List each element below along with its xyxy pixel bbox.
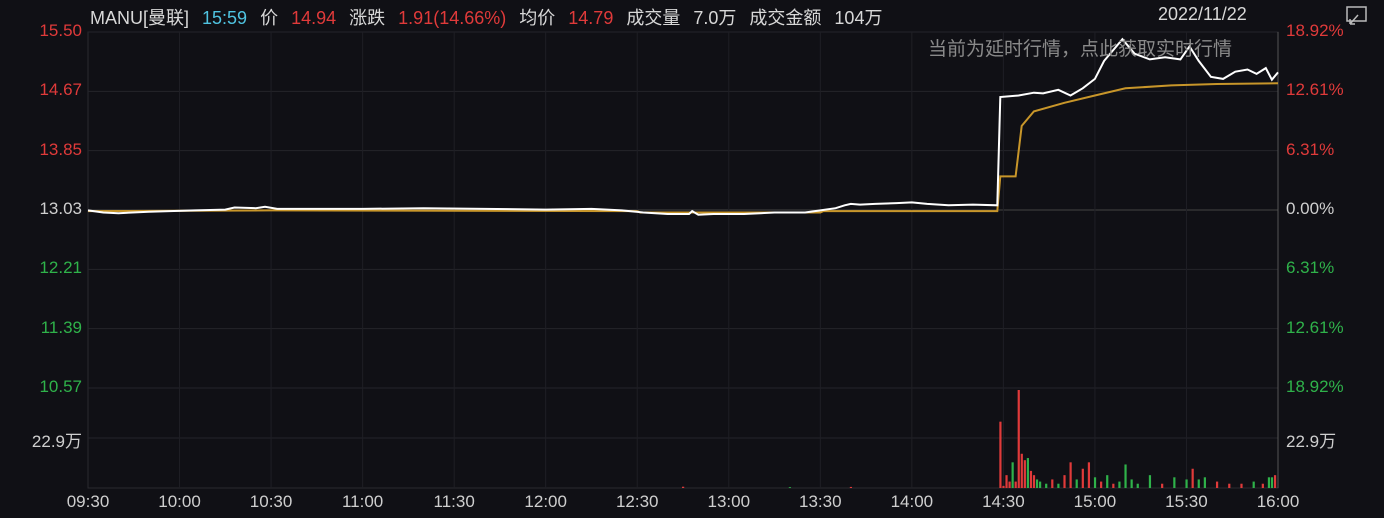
volume-label: 成交量 [626, 8, 681, 28]
delayed-quote-notice[interactable]: 当前为延时行情，点此获取实时行情 [928, 39, 1233, 60]
volume-bar [1026, 458, 1029, 488]
amount-label: 成交金额 [749, 8, 822, 28]
percent-tick-label: 12.61% [1286, 80, 1344, 100]
volume-bar [1136, 483, 1139, 488]
price-tick-label: 10.57 [39, 377, 82, 396]
volume-bar [1215, 481, 1219, 488]
price-tick-label: 13.03 [39, 199, 82, 218]
percent-tick-label: 6.31% [1286, 139, 1335, 159]
volume-bar [1252, 481, 1255, 488]
volume-bar [1008, 481, 1011, 488]
quote-time: 15:59 [202, 8, 248, 28]
volume-value: 7.0万 [693, 8, 737, 28]
volume-bar [1191, 468, 1194, 488]
volume-bar [1011, 462, 1014, 488]
percent-tick-label: 18.92% [1286, 377, 1344, 396]
price-tick-label: 12.21 [39, 258, 82, 278]
avg-value: 14.79 [568, 8, 614, 28]
price-value: 14.94 [291, 8, 337, 28]
time-tick-label: 09:30 [66, 492, 110, 511]
volume-bar [1057, 483, 1060, 488]
price-tick-label: 11.39 [40, 317, 82, 337]
time-tick-label: 14:00 [890, 492, 934, 511]
volume-bar [1087, 462, 1091, 488]
time-tick-label: 10:00 [158, 492, 201, 511]
volume-bar [1100, 481, 1103, 488]
time-tick-label: 12:30 [615, 492, 659, 511]
volume-bar [1063, 475, 1066, 488]
volume-bar [1081, 468, 1084, 488]
volume-bar [1093, 477, 1097, 488]
volume-bar [1118, 481, 1121, 488]
time-tick-label: 15:30 [1165, 492, 1208, 511]
price-tick-label: 15.50 [39, 21, 82, 40]
price-tick-label: 14.67 [39, 80, 82, 100]
time-tick-label: 12:00 [524, 492, 567, 511]
screen-capture-icon[interactable] [1346, 6, 1368, 26]
change-label: 涨跌 [349, 8, 386, 28]
volume-bar [1267, 477, 1271, 488]
percent-tick-label: 12.61% [1286, 317, 1344, 337]
time-tick-label: 11:30 [433, 492, 475, 511]
volume-bar [1261, 483, 1264, 488]
volume-bar [1017, 390, 1020, 488]
volume-bar [1035, 479, 1039, 488]
volume-bar [682, 486, 685, 488]
trade-date: 2022/11/22 [1158, 4, 1247, 24]
time-tick-label: 13:00 [707, 492, 751, 511]
price-label: 价 [260, 8, 279, 28]
volume-bar [1228, 483, 1231, 488]
time-tick-label: 10:30 [249, 492, 293, 511]
time-tick-label: 11:00 [341, 492, 384, 511]
average-price-line [87, 82, 1279, 214]
change-value: 1.91(14.66%) [398, 8, 507, 28]
volume-bar [1045, 483, 1048, 488]
volume-bar [1148, 475, 1152, 488]
volume-bar [1203, 477, 1206, 488]
percent-tick-label: 0.00% [1286, 199, 1335, 218]
volume-bar [1039, 481, 1042, 488]
time-tick-label: 13:30 [799, 492, 842, 511]
volume-bar [1273, 475, 1277, 488]
volume-bar [1240, 483, 1243, 488]
time-tick-label: 15:00 [1073, 492, 1117, 511]
volume-bar [1124, 464, 1127, 488]
volume-bar [1130, 479, 1133, 488]
quote-header: MANU[曼联] 15:59 价 14.94 涨跌 1.91(14.66%) 均… [90, 4, 890, 28]
volume-bar [1112, 483, 1115, 488]
volume-bar [999, 421, 1002, 488]
volume-bar [1185, 479, 1188, 488]
price-tick-label: 13.85 [39, 139, 82, 159]
plot-frame [87, 31, 1279, 489]
symbol: MANU[曼联] [90, 8, 189, 28]
volume-bar [788, 487, 791, 488]
percent-tick-label: 18.92% [1286, 21, 1344, 40]
avg-label: 均价 [519, 8, 556, 28]
volume-bar [1029, 470, 1033, 488]
volume-bar [1161, 483, 1164, 488]
percent-tick-label: 6.31% [1286, 258, 1335, 278]
volume-tick-label-left: 22.9万 [31, 432, 82, 451]
volume-bar [1106, 475, 1109, 488]
amount-value: 104万 [834, 8, 883, 28]
volume-bar [1075, 479, 1078, 488]
volume-bar [1002, 485, 1005, 488]
volume-bar [1173, 477, 1176, 488]
volume-bar [1020, 453, 1023, 488]
time-tick-label: 16:00 [1256, 492, 1300, 511]
volume-bar [1069, 462, 1072, 488]
volume-bar [1270, 477, 1274, 488]
volume-bar [1032, 475, 1036, 488]
volume-bar [849, 486, 853, 488]
price-line [87, 37, 1279, 216]
time-tick-label: 14:30 [982, 492, 1025, 511]
volume-bar [1014, 481, 1017, 488]
volume-bar [1197, 479, 1200, 488]
volume-bar [1051, 479, 1054, 488]
volume-tick-label-right: 22.9万 [1286, 432, 1337, 451]
volume-bar [1023, 460, 1026, 488]
volume-bar [1005, 475, 1008, 488]
